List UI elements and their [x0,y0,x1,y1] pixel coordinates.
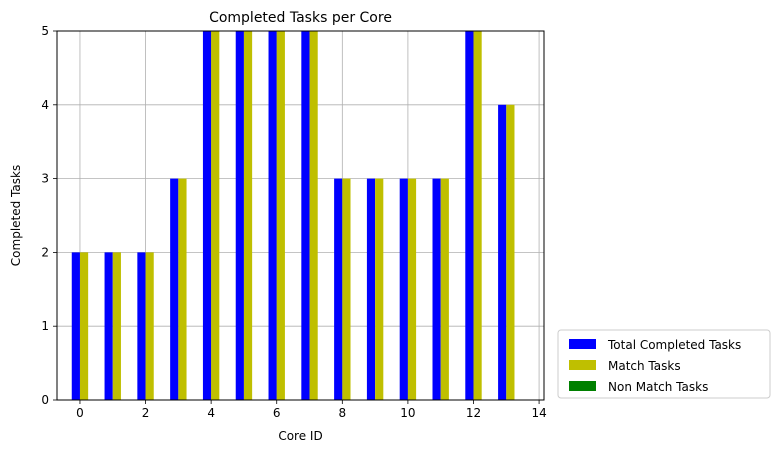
bar-total-completed-tasks-9 [366,178,376,400]
bar-match-tasks-2 [145,252,154,400]
chart-title: Completed Tasks per Core [209,10,392,26]
bar-match-tasks-11 [440,178,449,400]
y-tick-label: 2 [41,245,49,259]
bar-match-tasks-6 [276,31,285,400]
bar-match-tasks-5 [243,31,253,400]
bar-match-tasks-1 [112,252,121,400]
y-tick-label: 0 [41,393,49,407]
bar-total-completed-tasks-4 [202,31,212,400]
bar-match-tasks-0 [79,252,89,400]
y-tick-label: 3 [41,172,49,186]
y-tick-label: 5 [41,24,49,38]
legend-swatch-non-match-tasks [569,381,596,391]
legend-box [557,329,771,399]
y-tick-label: 1 [41,319,49,333]
x-tick-label: 6 [273,406,281,420]
bar-total-completed-tasks-3 [170,178,179,400]
x-tick-label: 10 [400,406,415,420]
legend: Total Completed Tasks Match Tasks Non Matc… [557,329,771,399]
bar-total-completed-tasks-11 [432,178,441,400]
x-tick-label: 2 [142,406,150,420]
bar-match-tasks-10 [407,178,417,400]
bar-total-completed-tasks-12 [465,31,474,400]
bar-total-completed-tasks-5 [235,31,244,400]
x-tick-label: 12 [466,406,481,420]
bar-match-tasks-4 [211,31,220,400]
x-tick-label: 0 [76,406,84,420]
bar-match-tasks-7 [309,31,318,400]
x-tick-label: 8 [338,406,346,420]
bar-match-tasks-13 [506,104,515,401]
bar-total-completed-tasks-2 [137,252,146,400]
legend-label-match-tasks: Match Tasks [608,359,681,373]
bar-match-tasks-9 [375,178,384,400]
legend-label-non-match-tasks: Non Match Tasks [608,380,708,394]
bars [71,31,515,401]
x-axis-label: Core ID [278,429,322,443]
bar-total-completed-tasks-0 [71,252,80,400]
x-tick-label: 14 [531,406,546,420]
bar-match-tasks-3 [178,178,187,400]
legend-label-total-completed-tasks: Total Completed Tasks [607,338,741,352]
bar-total-completed-tasks-7 [301,31,310,400]
bar-match-tasks-12 [473,31,482,400]
y-tick-label: 4 [41,98,49,112]
legend-swatch-total-completed-tasks [569,339,596,349]
legend-swatch-match-tasks [569,360,596,370]
bar-total-completed-tasks-8 [334,178,343,400]
x-tick-label: 4 [207,406,215,420]
bar-total-completed-tasks-1 [104,252,113,400]
bar-total-completed-tasks-13 [498,104,507,401]
bar-match-tasks-8 [342,178,351,400]
bar-total-completed-tasks-10 [399,178,408,400]
y-axis-label: Completed Tasks [9,165,23,266]
plot-frame [56,30,545,401]
bar-total-completed-tasks-6 [268,31,277,400]
